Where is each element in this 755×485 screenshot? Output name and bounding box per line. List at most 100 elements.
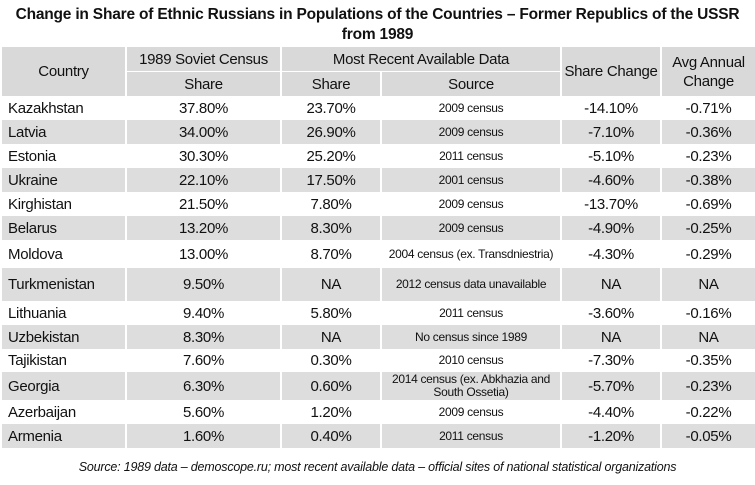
share-1989-cell: 1.60% bbox=[125, 424, 282, 448]
country-cell: Estonia bbox=[0, 144, 127, 168]
avg-change-cell: -0.16% bbox=[660, 301, 755, 325]
recent-share-cell: 8.70% bbox=[280, 240, 382, 268]
avg-change-cell: -0.22% bbox=[660, 400, 755, 424]
share-change-cell: -5.70% bbox=[560, 372, 663, 400]
recent-share-cell: 0.40% bbox=[280, 424, 382, 448]
header-country: Country bbox=[0, 47, 127, 96]
share-1989-cell: 30.30% bbox=[125, 144, 282, 168]
data-table: Country 1989 Soviet Census Most Recent A… bbox=[0, 47, 755, 448]
share-change-cell: -3.60% bbox=[560, 301, 663, 325]
header-1989-share: Share bbox=[125, 71, 282, 96]
share-1989-cell: 22.10% bbox=[125, 168, 282, 192]
avg-change-cell: -0.29% bbox=[660, 240, 755, 268]
country-cell: Uzbekistan bbox=[0, 325, 127, 349]
share-change-cell: -4.30% bbox=[560, 240, 663, 268]
recent-share-cell: 26.90% bbox=[280, 120, 382, 144]
country-cell: Georgia bbox=[0, 372, 127, 400]
country-cell: Latvia bbox=[0, 120, 127, 144]
header-recent-share: Share bbox=[280, 71, 382, 96]
recent-share-cell: 8.30% bbox=[280, 216, 382, 240]
table-row: Moldova 13.00% 8.70% 2004 census (ex. Trans… bbox=[0, 240, 755, 268]
avg-change-cell: -0.38% bbox=[660, 168, 755, 192]
share-1989-cell: 13.00% bbox=[125, 240, 282, 268]
recent-share-cell: 0.60% bbox=[280, 372, 382, 400]
share-change-cell: -5.10% bbox=[560, 144, 663, 168]
table-row: Turkmenistan 9.50% NA 2012 census data unav… bbox=[0, 268, 755, 301]
recent-share-cell: 25.20% bbox=[280, 144, 382, 168]
share-change-cell: -1.20% bbox=[560, 424, 663, 448]
share-1989-cell: 37.80% bbox=[125, 96, 282, 120]
avg-change-cell: -0.35% bbox=[660, 349, 755, 372]
table-row: Lithuania 9.40% 5.80% 2011 census -3.60% -0.1… bbox=[0, 301, 755, 325]
country-cell: Tajikistan bbox=[0, 349, 127, 372]
share-change-cell: -4.90% bbox=[560, 216, 663, 240]
share-1989-cell: 6.30% bbox=[125, 372, 282, 400]
source-cell: 2001 census bbox=[379, 168, 563, 192]
table-row: Kazakhstan 37.80% 23.70% 2009 census -14.10%… bbox=[0, 96, 755, 120]
table-row: Ukraine 22.10% 17.50% 2001 census -4.60% -0.3… bbox=[0, 168, 755, 192]
table-row: Tajikistan 7.60% 0.30% 2010 census -7.30% -0.… bbox=[0, 349, 755, 372]
source-cell: 2009 census bbox=[379, 192, 563, 216]
share-1989-cell: 9.40% bbox=[125, 301, 282, 325]
share-1989-cell: 21.50% bbox=[125, 192, 282, 216]
table-row: Belarus 13.20% 8.30% 2009 census -4.90% -0.25… bbox=[0, 216, 755, 240]
share-1989-cell: 9.50% bbox=[125, 268, 282, 301]
avg-change-cell: -0.71% bbox=[660, 96, 755, 120]
source-cell: 2009 census bbox=[379, 96, 563, 120]
avg-change-cell: -0.69% bbox=[660, 192, 755, 216]
share-change-cell: -14.10% bbox=[560, 96, 663, 120]
header-avg-change: Avg Annual Change bbox=[660, 47, 755, 96]
country-cell: Kirghistan bbox=[0, 192, 127, 216]
header-recent-source: Source bbox=[379, 71, 563, 96]
recent-share-cell: 0.30% bbox=[280, 349, 382, 372]
table-row: Azerbaijan 5.60% 1.20% 2009 census -4.40% -0.… bbox=[0, 400, 755, 424]
share-1989-cell: 34.00% bbox=[125, 120, 282, 144]
source-cell: 2011 census bbox=[379, 301, 563, 325]
avg-change-cell: -0.23% bbox=[660, 144, 755, 168]
header-1989-census: 1989 Soviet Census bbox=[125, 47, 282, 72]
source-cell: 2009 census bbox=[379, 120, 563, 144]
share-1989-cell: 8.30% bbox=[125, 325, 282, 349]
table-row: Latvia 34.00% 26.90% 2009 census -7.10% -0.36… bbox=[0, 120, 755, 144]
country-cell: Azerbaijan bbox=[0, 400, 127, 424]
source-cell: 2009 census bbox=[379, 400, 563, 424]
source-cell: 2011 census bbox=[379, 424, 563, 448]
share-change-cell: -7.10% bbox=[560, 120, 663, 144]
table-row: Uzbekistan 8.30% NA No census since 1989 NA N… bbox=[0, 325, 755, 349]
source-cell: 2010 census bbox=[379, 349, 563, 372]
avg-change-cell: -0.36% bbox=[660, 120, 755, 144]
avg-change-cell: NA bbox=[660, 325, 755, 349]
country-cell: Turkmenistan bbox=[0, 268, 127, 301]
source-cell: 2011 census bbox=[379, 144, 563, 168]
share-1989-cell: 7.60% bbox=[125, 349, 282, 372]
avg-change-cell: NA bbox=[660, 268, 755, 301]
source-cell: 2012 census data unavailable bbox=[379, 268, 563, 301]
share-1989-cell: 5.60% bbox=[125, 400, 282, 424]
source-note: Source: 1989 data – demoscope.ru; most r… bbox=[78, 460, 677, 474]
recent-share-cell: 23.70% bbox=[280, 96, 382, 120]
recent-share-cell: 1.20% bbox=[280, 400, 382, 424]
table-row: Armenia 1.60% 0.40% 2011 census -1.20% -0.05% bbox=[0, 424, 755, 448]
share-change-cell: -7.30% bbox=[560, 349, 663, 372]
country-cell: Ukraine bbox=[0, 168, 127, 192]
country-cell: Belarus bbox=[0, 216, 127, 240]
recent-share-cell: NA bbox=[280, 268, 382, 301]
table-row: Kirghistan 21.50% 7.80% 2009 census -13.70% -… bbox=[0, 192, 755, 216]
recent-share-cell: 7.80% bbox=[280, 192, 382, 216]
share-change-cell: NA bbox=[560, 268, 663, 301]
country-cell: Kazakhstan bbox=[0, 96, 127, 120]
share-change-cell: -4.40% bbox=[560, 400, 663, 424]
country-cell: Lithuania bbox=[0, 301, 127, 325]
source-cell: 2014 census (ex. Abkhazia and South Osse… bbox=[379, 372, 563, 400]
recent-share-cell: NA bbox=[280, 325, 382, 349]
avg-change-cell: -0.25% bbox=[660, 216, 755, 240]
share-change-cell: NA bbox=[560, 325, 663, 349]
share-change-cell: -4.60% bbox=[560, 168, 663, 192]
avg-change-cell: -0.05% bbox=[660, 424, 755, 448]
recent-share-cell: 17.50% bbox=[280, 168, 382, 192]
recent-share-cell: 5.80% bbox=[280, 301, 382, 325]
header-share-change: Share Change bbox=[560, 47, 663, 96]
country-cell: Armenia bbox=[0, 424, 127, 448]
share-1989-cell: 13.20% bbox=[125, 216, 282, 240]
source-cell: No census since 1989 bbox=[379, 325, 563, 349]
